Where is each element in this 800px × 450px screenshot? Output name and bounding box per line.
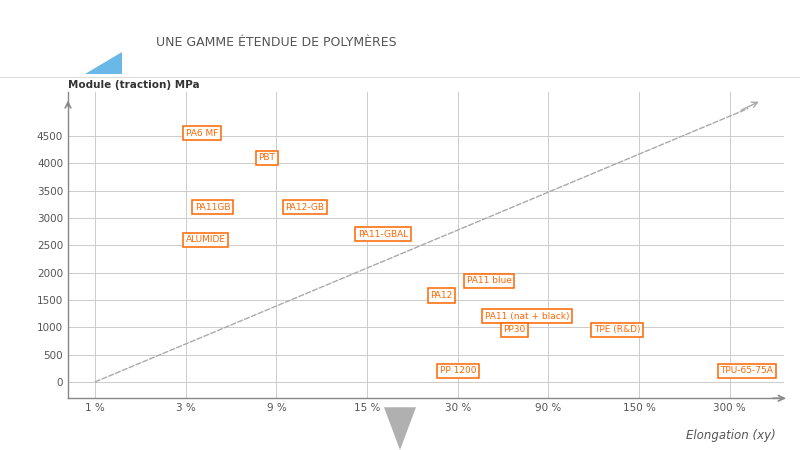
- Text: PA11 (nat + black): PA11 (nat + black): [485, 312, 570, 321]
- Text: PA11 blue: PA11 blue: [466, 276, 512, 285]
- Text: TPE (R&D): TPE (R&D): [594, 325, 640, 334]
- Text: Module (traction) MPa: Module (traction) MPa: [68, 80, 200, 90]
- Text: F3DF: F3DF: [12, 19, 92, 47]
- Text: PA11GB: PA11GB: [195, 202, 230, 211]
- Polygon shape: [85, 52, 122, 74]
- Text: PBT: PBT: [258, 153, 275, 162]
- Polygon shape: [384, 407, 416, 450]
- Text: Elongation (xy): Elongation (xy): [686, 428, 776, 441]
- Text: PA6 MF: PA6 MF: [186, 129, 218, 138]
- Text: PA12: PA12: [430, 291, 453, 300]
- Text: PP 1200: PP 1200: [439, 366, 476, 375]
- Text: PP30: PP30: [503, 325, 526, 334]
- Text: UNE GAMME ÉTENDUE DE POLYMÈRES: UNE GAMME ÉTENDUE DE POLYMÈRES: [156, 36, 397, 49]
- Text: PA11-GBAL: PA11-GBAL: [358, 230, 408, 239]
- Text: ALUMIDE: ALUMIDE: [186, 235, 226, 244]
- Text: TPU-65-75A: TPU-65-75A: [721, 366, 774, 375]
- Text: PA12-GB: PA12-GB: [286, 202, 325, 211]
